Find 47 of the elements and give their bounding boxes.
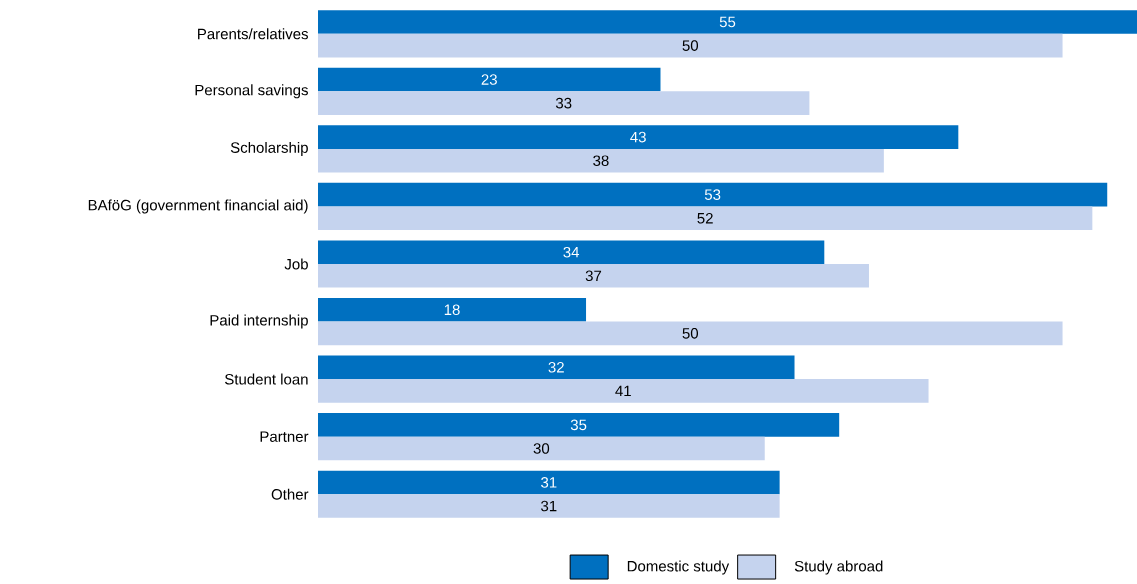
bar bbox=[318, 10, 1137, 34]
y-tick-label: Job bbox=[284, 258, 308, 270]
bar bbox=[318, 355, 795, 380]
data-label: 55 bbox=[719, 16, 736, 28]
data-label: 30 bbox=[533, 443, 550, 454]
data-label: 37 bbox=[585, 270, 602, 282]
bar bbox=[318, 67, 661, 92]
bar bbox=[318, 91, 810, 115]
data-label: 41 bbox=[615, 385, 631, 397]
data-label: 50 bbox=[682, 40, 699, 51]
bar bbox=[318, 148, 884, 173]
data-label: 34 bbox=[563, 246, 580, 258]
bar bbox=[318, 494, 780, 518]
y-tick-label: Student loan bbox=[225, 373, 308, 385]
bar bbox=[318, 240, 825, 264]
y-tick-label: BAföG (government financial aid) bbox=[88, 199, 308, 214]
bar bbox=[318, 125, 959, 149]
y-tick-label: Scholarship bbox=[230, 141, 308, 156]
bar bbox=[318, 470, 780, 495]
y-tick-label: Personal savings bbox=[195, 84, 308, 99]
data-label: 50 bbox=[682, 328, 699, 339]
data-label: 38 bbox=[593, 155, 609, 166]
legend-label: Domestic study bbox=[627, 560, 730, 575]
bar bbox=[318, 321, 1063, 346]
y-tick-label: Parents/relatives bbox=[198, 28, 308, 40]
data-label: 33 bbox=[555, 97, 572, 109]
bar bbox=[318, 206, 1093, 231]
data-label: 31 bbox=[541, 500, 557, 512]
data-label: 43 bbox=[630, 131, 646, 143]
bar bbox=[318, 379, 929, 403]
legend-label: Study abroad bbox=[794, 560, 883, 575]
bar bbox=[318, 264, 869, 288]
data-label: 31 bbox=[541, 477, 557, 488]
data-label: 23 bbox=[481, 74, 497, 85]
bar bbox=[318, 297, 587, 322]
data-label: 53 bbox=[704, 189, 721, 200]
bar bbox=[318, 33, 1063, 58]
y-tick-label: Partner bbox=[260, 431, 309, 442]
data-label: 18 bbox=[444, 304, 460, 316]
data-label: 52 bbox=[697, 212, 713, 224]
bar bbox=[318, 182, 1108, 207]
y-tick-label: Other bbox=[271, 488, 309, 500]
bar bbox=[318, 436, 765, 461]
bar bbox=[318, 413, 840, 437]
data-label: 32 bbox=[548, 362, 564, 373]
data-label: 35 bbox=[570, 419, 587, 431]
y-tick-label: Paid internship bbox=[210, 314, 308, 329]
